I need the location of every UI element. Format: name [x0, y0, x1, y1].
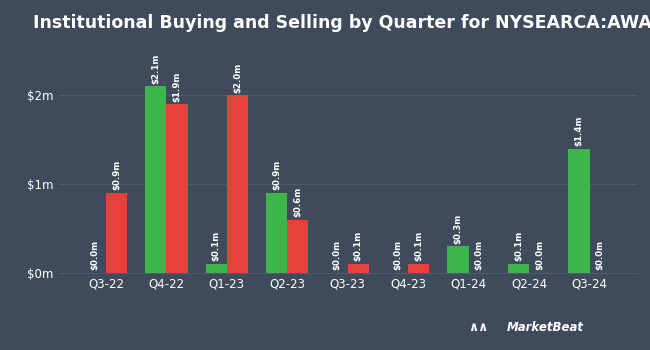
Text: ∧∧: ∧∧: [468, 321, 488, 334]
Text: $0.9m: $0.9m: [272, 160, 281, 190]
Text: $0.0m: $0.0m: [333, 240, 342, 270]
Bar: [348, 264, 369, 273]
Bar: [508, 264, 529, 273]
Bar: [227, 95, 248, 273]
Text: $0.0m: $0.0m: [393, 240, 402, 270]
Text: $2.1m: $2.1m: [151, 54, 161, 84]
Text: $0.0m: $0.0m: [474, 240, 484, 270]
Bar: [145, 86, 166, 273]
Text: $0.9m: $0.9m: [112, 160, 121, 190]
Text: $0.6m: $0.6m: [293, 187, 302, 217]
Title: Institutional Buying and Selling by Quarter for NYSEARCA:AWAY: Institutional Buying and Selling by Quar…: [33, 14, 650, 32]
Bar: [166, 104, 188, 273]
Bar: [408, 264, 430, 273]
Bar: [447, 246, 469, 273]
Text: $2.0m: $2.0m: [233, 62, 242, 93]
Text: $0.0m: $0.0m: [91, 240, 100, 270]
Bar: [266, 193, 287, 273]
Text: $0.1m: $0.1m: [354, 231, 363, 261]
Text: $0.0m: $0.0m: [595, 240, 604, 270]
Bar: [205, 264, 227, 273]
Text: $0.1m: $0.1m: [414, 231, 423, 261]
Bar: [106, 193, 127, 273]
Text: $0.0m: $0.0m: [535, 240, 544, 270]
Text: MarketBeat: MarketBeat: [507, 321, 584, 334]
Text: $0.1m: $0.1m: [514, 231, 523, 261]
Text: $1.4m: $1.4m: [575, 116, 584, 146]
Text: $0.3m: $0.3m: [454, 214, 463, 244]
Bar: [287, 220, 309, 273]
Text: $1.9m: $1.9m: [172, 71, 181, 102]
Bar: [568, 149, 590, 273]
Text: $0.1m: $0.1m: [212, 231, 221, 261]
